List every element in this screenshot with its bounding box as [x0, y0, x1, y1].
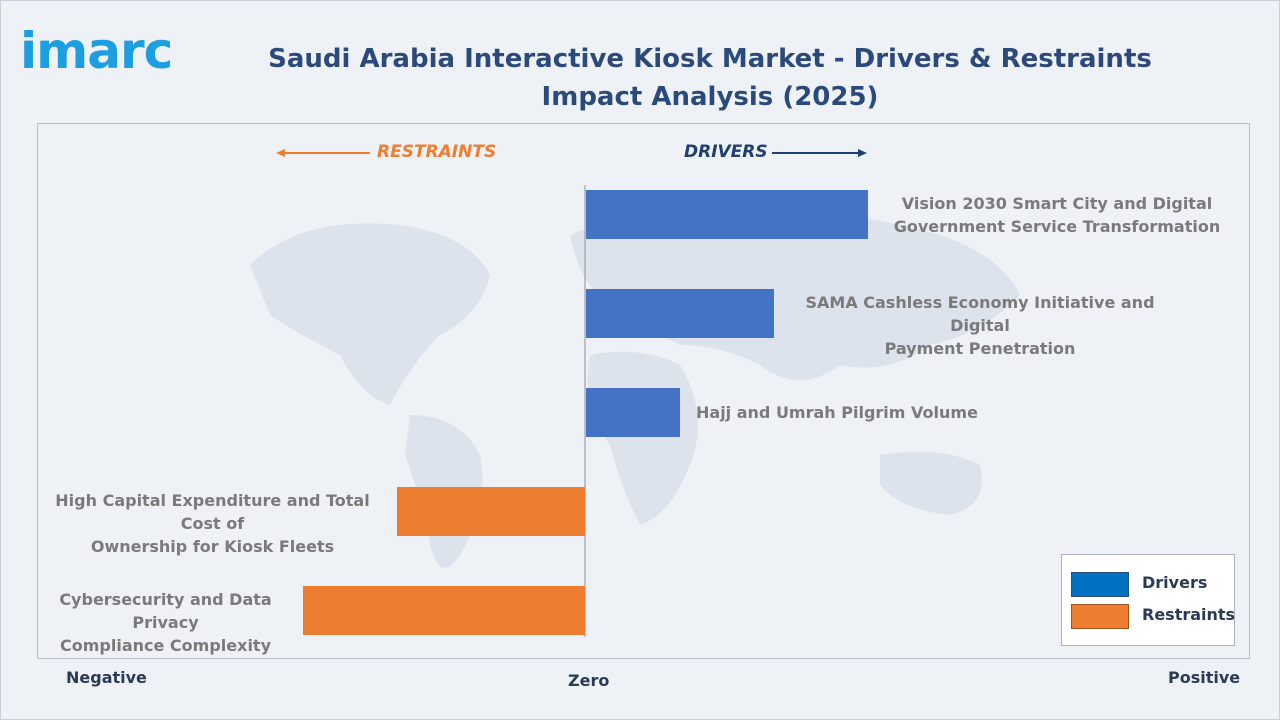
legend-swatch-drivers — [1071, 572, 1129, 597]
imarc-logo: imarc — [20, 22, 173, 80]
bar-restraint-4 — [397, 487, 585, 536]
bar-driver-1 — [586, 190, 868, 239]
legend-label-drivers: Drivers — [1142, 573, 1208, 592]
bar-label-line-2-1: SAMA Cashless Economy Initiative and Dig… — [805, 292, 1155, 335]
restraints-arrowhead-icon — [276, 149, 285, 157]
world-map-watermark-icon — [250, 212, 1020, 568]
restraints-direction-label: RESTRAINTS — [377, 142, 497, 162]
legend: Drivers Restraints — [1061, 554, 1235, 646]
legend-label-restraints: Restraints — [1142, 605, 1236, 624]
chart-title: Saudi Arabia Interactive Kiosk Market - … — [268, 44, 1152, 112]
axis-positive-label: Positive — [1168, 668, 1241, 687]
bar-label-line-3-1: Hajj and Umrah Pilgrim Volume — [696, 403, 978, 422]
legend-swatch-restraints — [1071, 604, 1129, 629]
bar-label-5: Cybersecurity and Data Privacy Compliance… — [42, 588, 289, 657]
bar-label-line-5-1: Cybersecurity and Data Privacy — [59, 589, 272, 632]
bar-label-line-2-2: Payment Penetration — [884, 338, 1076, 358]
bar-driver-2 — [586, 289, 774, 338]
axis-negative-label: Negative — [66, 668, 147, 687]
bar-label-line-4-2: Ownership for Kiosk Fleets — [90, 536, 335, 556]
bar-label-line-1-2: Government Service Transformation — [893, 216, 1221, 236]
bar-label-line-5-2: Compliance Complexity — [60, 635, 271, 655]
bar-label-4: High Capital Expenditure and Total Cost … — [42, 489, 383, 558]
drivers-direction-label: DRIVERS — [684, 142, 768, 162]
bar-restraint-5 — [303, 586, 585, 635]
axis-zero-label: Zero — [568, 671, 610, 690]
bar-driver-3 — [586, 388, 680, 437]
bar-label-3: Hajj and Umrah Pilgrim Volume — [696, 401, 1076, 424]
bar-label-2: SAMA Cashless Economy Initiative and Dig… — [790, 291, 1170, 360]
bar-label-line-4-1: High Capital Expenditure and Total Cost … — [55, 490, 370, 533]
drivers-arrowhead-icon — [858, 149, 867, 157]
bar-label-1: Vision 2030 Smart City and Digital Govern… — [884, 192, 1230, 238]
bar-label-line-1-1: Vision 2030 Smart City and Digital — [901, 193, 1213, 213]
